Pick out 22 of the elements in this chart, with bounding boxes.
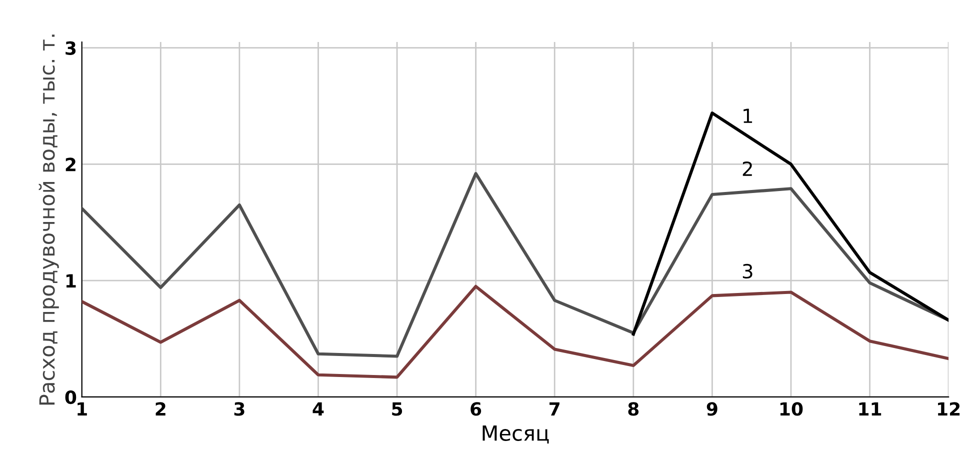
x-tick-label: 6: [470, 402, 482, 416]
y-tick-label: 0: [65, 390, 76, 404]
x-tick-label: 1: [78, 402, 87, 416]
series-label: 2: [742, 161, 752, 176]
x-tick-label: 7: [550, 402, 560, 416]
series-label: 1: [744, 108, 752, 123]
series-label: 3: [742, 264, 752, 279]
x-tick-label: 5: [392, 402, 402, 416]
x-tick-label: 3: [234, 402, 244, 416]
x-tick-label: 11: [859, 402, 882, 416]
x-tick-label: 2: [156, 402, 166, 416]
y-tick-label: 1: [66, 274, 76, 288]
x-tick-label: 4: [312, 402, 324, 416]
x-axis-title: Месяц: [482, 425, 549, 444]
x-tick-label: 8: [628, 402, 639, 416]
line-series: [82, 284, 949, 379]
y-tick-label: 2: [66, 158, 76, 172]
y-axis-title: Расход продувочной воды, тыс. т.: [38, 34, 59, 405]
y-tick-label: 3: [66, 41, 76, 55]
x-tick-label: 10: [780, 402, 803, 416]
x-tick-label: 9: [706, 402, 718, 416]
x-tick-label: 12: [938, 402, 960, 416]
